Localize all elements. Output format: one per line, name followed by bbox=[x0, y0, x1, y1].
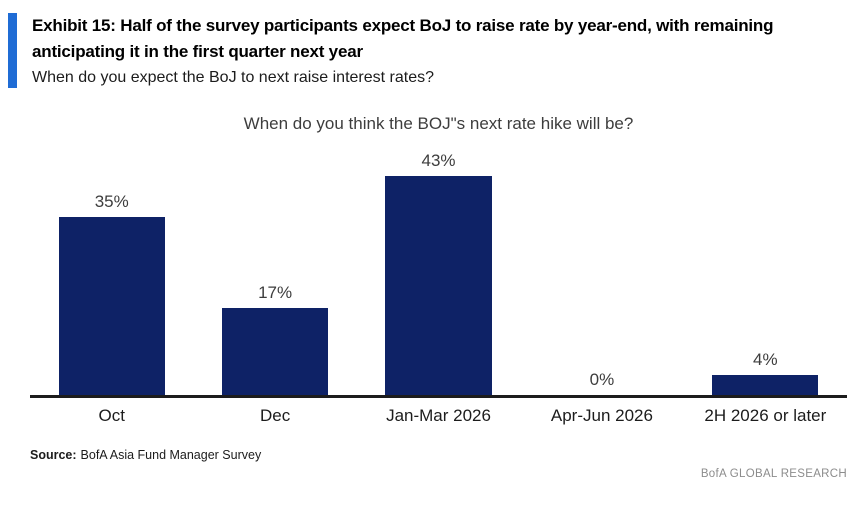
source-text: BofA Asia Fund Manager Survey bbox=[80, 448, 262, 462]
header-text: Exhibit 15: Half of the survey participa… bbox=[32, 13, 853, 88]
x-tick-label: Jan-Mar 2026 bbox=[386, 406, 491, 425]
x-tick-label: Oct bbox=[98, 406, 125, 425]
bar-column: 17% bbox=[193, 138, 356, 395]
source-note: Source: BofA Asia Fund Manager Survey bbox=[30, 448, 261, 462]
bar-chart: When do you think the BOJ"s next rate hi… bbox=[30, 114, 847, 426]
plot-area: 35% 17% 43% 0% 4% bbox=[30, 138, 847, 398]
source-label: Source: bbox=[30, 448, 77, 462]
exhibit-header: Exhibit 15: Half of the survey participa… bbox=[8, 13, 853, 89]
bar-column: 4% bbox=[684, 138, 847, 395]
value-label: 35% bbox=[94, 191, 129, 211]
value-label: 0% bbox=[589, 369, 615, 389]
bar-column: 35% bbox=[30, 138, 193, 395]
bar bbox=[712, 375, 819, 395]
exhibit-subtitle: When do you expect the BoJ to next raise… bbox=[32, 68, 434, 86]
value-label: 17% bbox=[258, 282, 293, 302]
bar bbox=[385, 176, 492, 395]
x-tick-label: Dec bbox=[259, 406, 291, 425]
bar-column: 0% bbox=[520, 138, 683, 395]
bar bbox=[222, 308, 329, 395]
brand-mark: BofA GLOBAL RESEARCH bbox=[700, 468, 847, 480]
x-tick-label: Apr-Jun 2026 bbox=[550, 406, 653, 425]
value-label: 4% bbox=[753, 349, 778, 369]
accent-bar bbox=[8, 13, 17, 89]
exhibit-title: Exhibit 15: Half of the survey participa… bbox=[32, 16, 774, 62]
value-label: 43% bbox=[421, 150, 456, 170]
x-axis-labels: Oct Dec Jan-Mar 2026 Apr-Jun 2026 2H 2026 or… bbox=[30, 406, 847, 426]
x-tick-label: 2H 2026 or later bbox=[704, 406, 827, 425]
bar bbox=[58, 217, 165, 395]
bar-column: 43% bbox=[357, 138, 520, 395]
chart-title: When do you think the BOJ"s next rate hi… bbox=[243, 114, 634, 133]
